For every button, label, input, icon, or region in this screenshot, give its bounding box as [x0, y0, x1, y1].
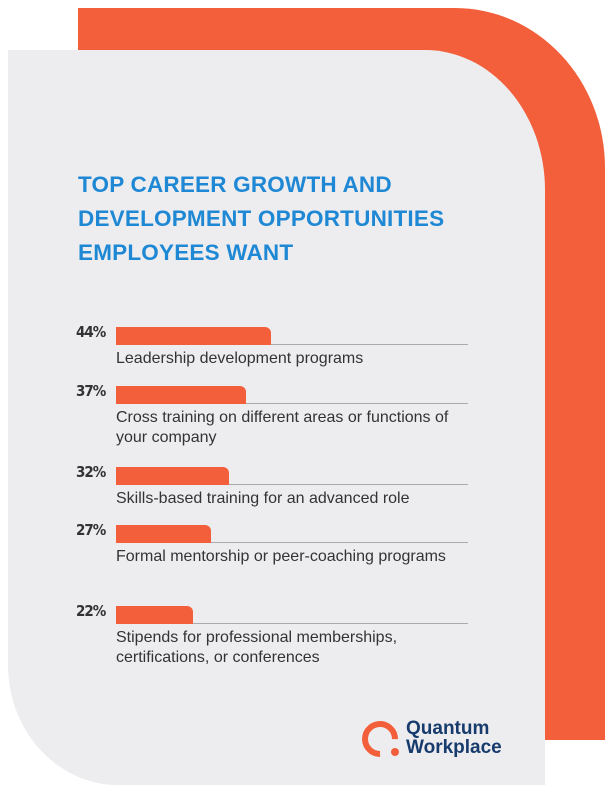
value-label: 22% [76, 602, 106, 620]
value-label: 32% [76, 463, 106, 481]
title-line: EMPLOYEES WANT [78, 240, 294, 265]
bar-track [116, 484, 468, 485]
category-label: Formal mentorship or peer-coaching progr… [116, 548, 446, 565]
value-label: 37% [76, 382, 106, 400]
chart-title: TOP CAREER GROWTH AND DEVELOPMENT OPPORT… [78, 168, 498, 270]
bar-track [116, 542, 468, 543]
bar-track [116, 344, 468, 345]
bar [116, 327, 271, 345]
bar [116, 467, 229, 485]
card-background [8, 50, 545, 785]
logo-dot-icon [391, 748, 399, 756]
category-label: Leadership development programs [116, 350, 364, 367]
title-line: DEVELOPMENT OPPORTUNITIES [78, 206, 445, 231]
bar-track [116, 403, 468, 404]
value-label: 44% [76, 323, 106, 341]
title-line: TOP CAREER GROWTH AND [78, 172, 392, 197]
category-label: Cross training on different areas or fun… [116, 409, 449, 446]
category-label: Stipends for professional memberships, c… [116, 629, 398, 666]
bar-track [116, 623, 468, 624]
logo-text: Quantum Workplace [406, 719, 502, 757]
bar [116, 606, 194, 624]
value-label: 27% [76, 521, 106, 539]
bar [116, 525, 212, 543]
logo-line2: Workplace [406, 737, 502, 758]
category-label: Skills-based training for an advanced ro… [116, 490, 410, 507]
bar [116, 386, 247, 404]
logo-line1: Quantum [406, 718, 490, 739]
